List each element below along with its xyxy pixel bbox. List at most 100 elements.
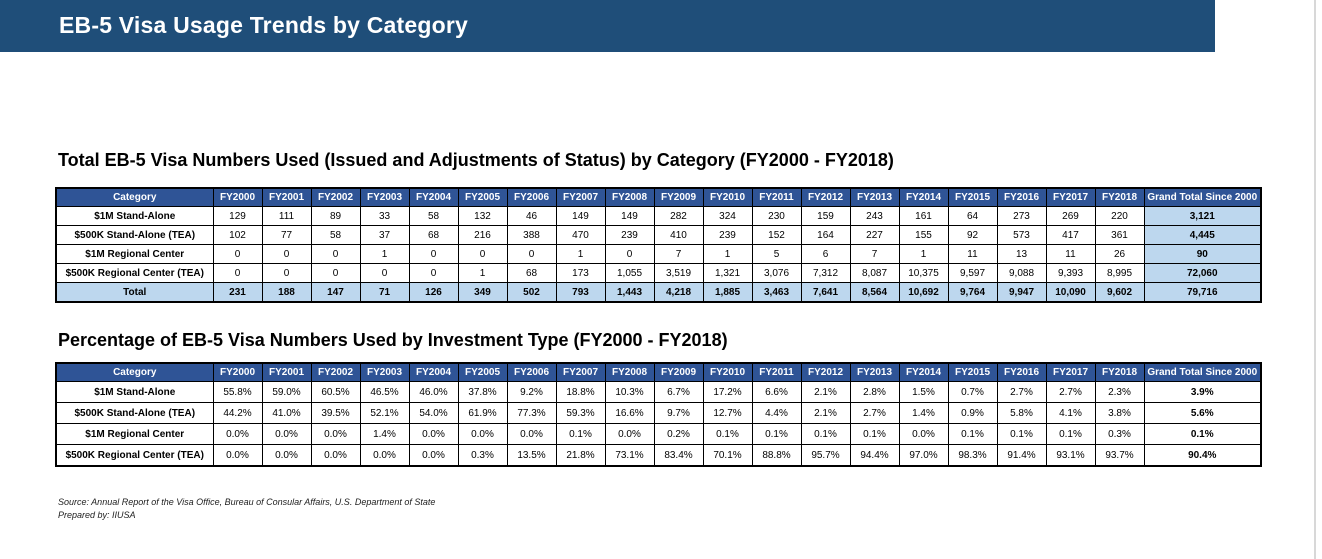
table-cell: 13 <box>996 244 1047 264</box>
table-cell: 231 <box>212 282 263 303</box>
table-cell: 227 <box>849 225 900 245</box>
table-cell: 0.0% <box>408 444 459 467</box>
table-cell: 37.8% <box>457 381 508 403</box>
column-header: FY2010 <box>702 362 753 382</box>
column-header: FY2008 <box>604 187 655 207</box>
column-header: FY2005 <box>457 187 508 207</box>
page-title: EB-5 Visa Usage Trends by Category <box>59 12 469 38</box>
table-cell: 2.8% <box>849 381 900 403</box>
table-cell: 152 <box>751 225 802 245</box>
table-row: $500K Regional Center (TEA) 0.0% 0.0% 0.0% 0… <box>55 444 1262 467</box>
table-cell: 16.6% <box>604 402 655 424</box>
table-cell: 12.7% <box>702 402 753 424</box>
table-cell: 10,090 <box>1045 282 1096 303</box>
table-cell: 11 <box>947 244 998 264</box>
table-cell: 7,641 <box>800 282 851 303</box>
table-cell: 9,602 <box>1094 282 1145 303</box>
table-cell: 4,218 <box>653 282 704 303</box>
column-header: FY2015 <box>947 187 998 207</box>
column-header: FY2000 <box>212 187 263 207</box>
table-cell: 73.1% <box>604 444 655 467</box>
column-header: FY2014 <box>898 362 949 382</box>
table-cell: 1.4% <box>359 423 410 445</box>
table-cell: 9,393 <box>1045 263 1096 283</box>
table-cell: 0.0% <box>310 444 361 467</box>
table-cell: 0 <box>212 244 263 264</box>
table-cell: 9,764 <box>947 282 998 303</box>
table-cell: 60.5% <box>310 381 361 403</box>
table-cell: 2.3% <box>1094 381 1145 403</box>
column-header: FY2001 <box>261 362 312 382</box>
table-cell: 93.1% <box>1045 444 1096 467</box>
table-cell: 470 <box>555 225 606 245</box>
table-cell: 126 <box>408 282 459 303</box>
grand-total-cell: 0.1% <box>1143 423 1262 445</box>
table-cell: 0.9% <box>947 402 998 424</box>
table-cell: 10,375 <box>898 263 949 283</box>
source-note: Source: Annual Report of the Visa Office… <box>58 497 436 507</box>
table-cell: 793 <box>555 282 606 303</box>
table-cell: 161 <box>898 206 949 226</box>
table-cell: 0.0% <box>310 423 361 445</box>
table-cell: 1,055 <box>604 263 655 283</box>
table-cell: 8,087 <box>849 263 900 283</box>
table-cell: 64 <box>947 206 998 226</box>
table-cell: 91.4% <box>996 444 1047 467</box>
table-cell: 0.7% <box>947 381 998 403</box>
row-label: $500K Stand-Alone (TEA) <box>55 402 214 424</box>
table-cell: 1,885 <box>702 282 753 303</box>
table-cell: 0.3% <box>1094 423 1145 445</box>
table-cell: 6.6% <box>751 381 802 403</box>
table-header-row: Category FY2000 FY2001 FY2002 FY2003 FY2004 FY… <box>55 187 1262 207</box>
table-cell: 3,519 <box>653 263 704 283</box>
table-cell: 4.4% <box>751 402 802 424</box>
table-cell: 21.8% <box>555 444 606 467</box>
column-header: FY2002 <box>310 187 361 207</box>
column-header: FY2016 <box>996 187 1047 207</box>
table-cell: 410 <box>653 225 704 245</box>
table-cell: 3,076 <box>751 263 802 283</box>
grand-total-cell: 79,716 <box>1143 282 1262 303</box>
table-cell: 111 <box>261 206 312 226</box>
table-cell: 10.3% <box>604 381 655 403</box>
table-cell: 2.7% <box>1045 381 1096 403</box>
column-header: FY2013 <box>849 187 900 207</box>
table-row: $1M Stand-Alone 55.8% 59.0% 60.5% 46.5% 46.0%… <box>55 381 1262 403</box>
grand-total-cell: 3.9% <box>1143 381 1262 403</box>
table-cell: 9,597 <box>947 263 998 283</box>
row-label: $1M Regional Center <box>55 244 214 264</box>
table-cell: 0 <box>359 263 410 283</box>
table-cell: 44.2% <box>212 402 263 424</box>
table-cell: 59.0% <box>261 381 312 403</box>
column-header: FY2015 <box>947 362 998 382</box>
row-label: $1M Regional Center <box>55 423 214 445</box>
column-header: FY2008 <box>604 362 655 382</box>
table-row: $500K Stand-Alone (TEA) 102 77 58 37 68 216 388… <box>55 225 1262 245</box>
table-cell: 0 <box>261 263 312 283</box>
column-header: FY2011 <box>751 362 802 382</box>
table-cell: 0.1% <box>800 423 851 445</box>
table-cell: 0 <box>604 244 655 264</box>
table-cell: 7,312 <box>800 263 851 283</box>
table-cell: 0 <box>261 244 312 264</box>
table-cell: 61.9% <box>457 402 508 424</box>
row-label: $500K Stand-Alone (TEA) <box>55 225 214 245</box>
table-cell: 6 <box>800 244 851 264</box>
table-cell: 93.7% <box>1094 444 1145 467</box>
table-row: $500K Stand-Alone (TEA) 44.2% 41.0% 39.5% 52… <box>55 402 1262 424</box>
table-cell: 188 <box>261 282 312 303</box>
table-cell: 155 <box>898 225 949 245</box>
table-cell: 5.8% <box>996 402 1047 424</box>
table1-title: Total EB-5 Visa Numbers Used (Issued and… <box>58 150 894 170</box>
table-cell: 1 <box>702 244 753 264</box>
table-cell: 58 <box>310 225 361 245</box>
column-header: FY2003 <box>359 187 410 207</box>
table-cell: 243 <box>849 206 900 226</box>
table-row: $500K Regional Center (TEA) 0 0 0 0 0 1 68 173 1,… <box>55 263 1262 283</box>
table-cell: 0.0% <box>408 423 459 445</box>
table-cell: 269 <box>1045 206 1096 226</box>
table-cell: 0.1% <box>947 423 998 445</box>
table-cell: 4.1% <box>1045 402 1096 424</box>
column-header: FY2017 <box>1045 362 1096 382</box>
table-cell: 0 <box>310 263 361 283</box>
